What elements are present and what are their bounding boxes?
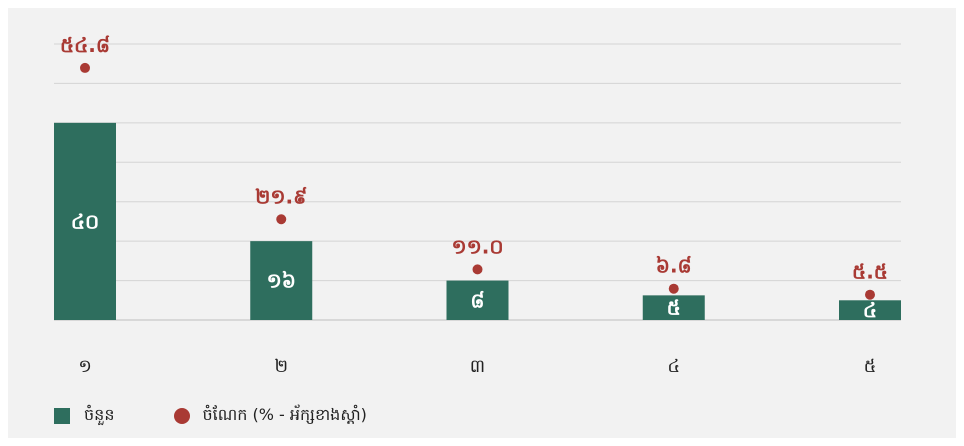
- bar-value-label: ៨: [470, 288, 484, 312]
- bar: [54, 122, 116, 320]
- x-tick-label: ៣: [470, 356, 485, 377]
- x-tick-label: ៥: [864, 356, 877, 377]
- x-tick-label: ២: [274, 356, 288, 377]
- bar-value-label: ១៦: [267, 269, 296, 293]
- share-point: [80, 62, 90, 73]
- share-value-label: ១១.០: [451, 234, 503, 258]
- bar-value-label: ៤: [863, 298, 877, 322]
- legend-label-count: ចំនួន: [84, 405, 115, 424]
- legend-item-share: ចំណែក (% - អ័ក្សខាងស្ដាំ): [174, 404, 367, 428]
- share-point: [276, 214, 287, 225]
- bar: [250, 241, 313, 320]
- legend-swatch-count: [54, 408, 70, 424]
- legend-item-count: ចំនួន: [54, 404, 114, 428]
- x-tick-label: ១: [78, 356, 92, 377]
- legend: ចំនួន ចំណែក (% - អ័ក្សខាងស្ដាំ): [54, 404, 427, 428]
- bar-value-label: ៥: [667, 296, 681, 320]
- chart-panel: [8, 8, 956, 438]
- bar-value-label: ៤០: [71, 209, 99, 233]
- legend-label-share: ចំណែក (% - អ័ក្សខាងស្ដាំ): [202, 405, 367, 424]
- share-value-label: ២១.៩: [255, 184, 307, 208]
- bar: [839, 300, 901, 320]
- bar: [642, 295, 705, 320]
- share-value-label: ៥៤.៨: [60, 33, 110, 57]
- share-point: [472, 264, 483, 275]
- x-tick-label: ៤: [667, 356, 680, 377]
- bar: [446, 280, 509, 320]
- share-value-label: ៥.៥: [852, 260, 888, 284]
- share-value-label: ៦.៨: [656, 254, 692, 278]
- share-point: [668, 283, 679, 294]
- share-point: [865, 289, 875, 300]
- legend-swatch-share: [174, 408, 191, 424]
